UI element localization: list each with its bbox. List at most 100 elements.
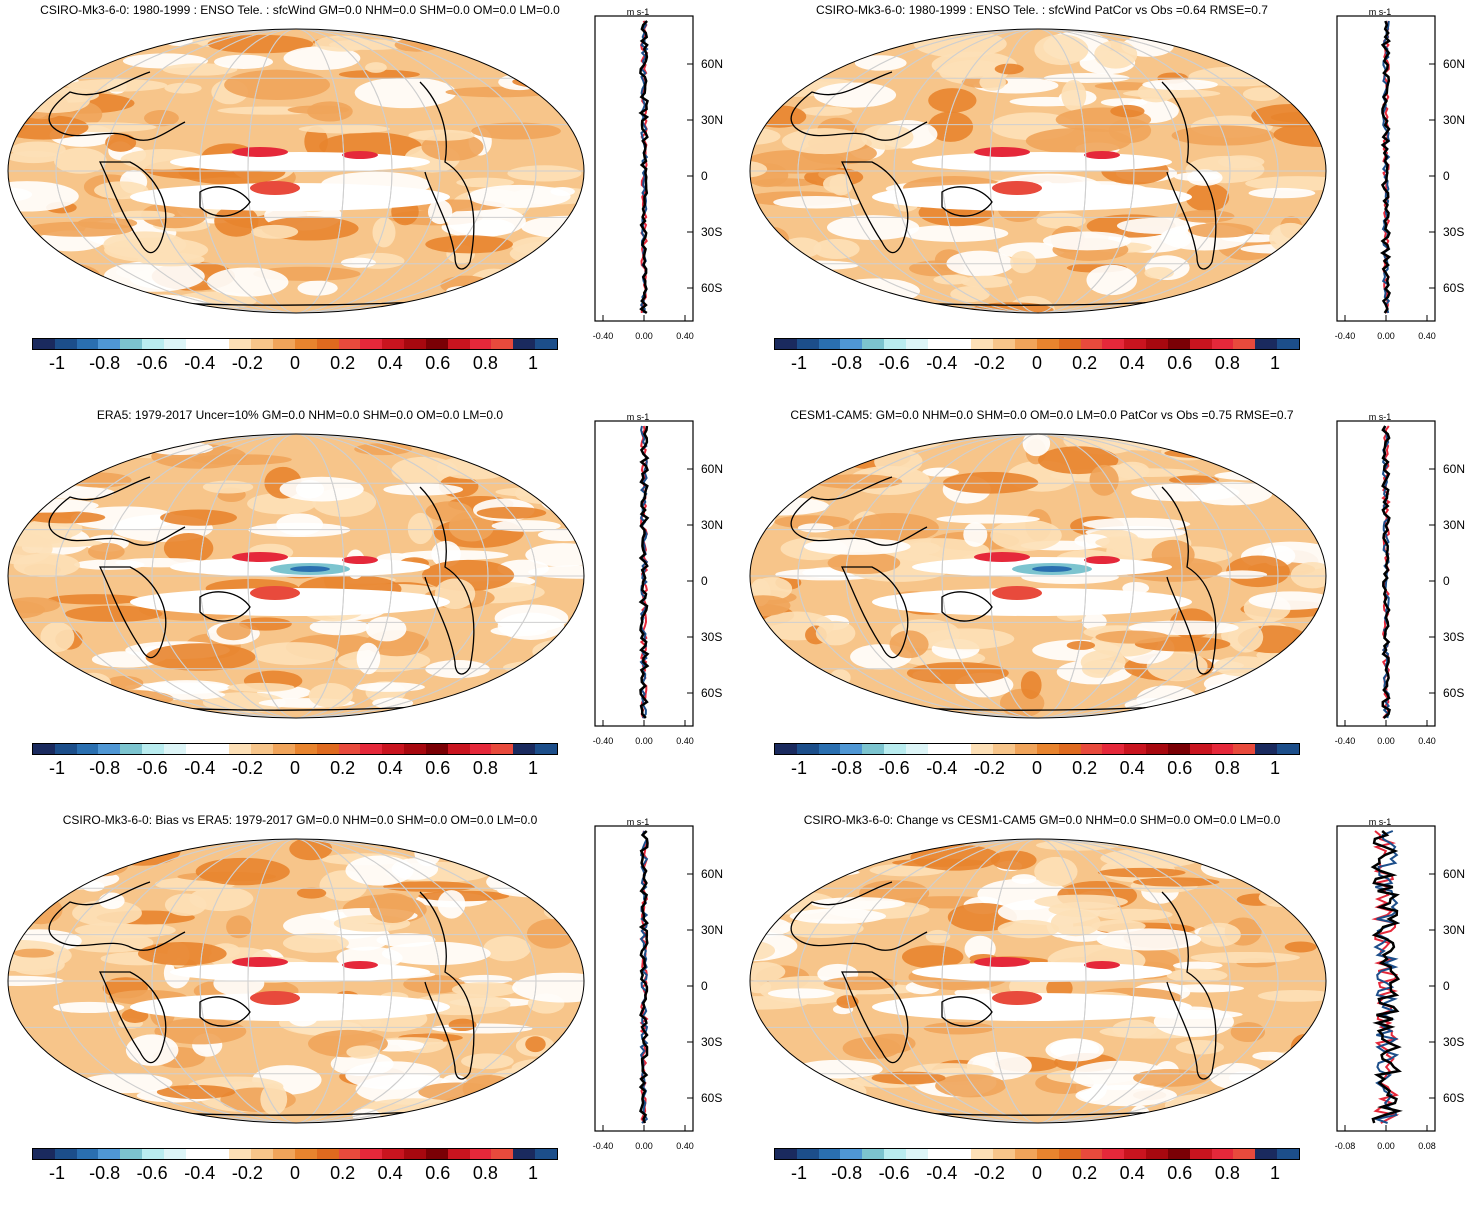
colorbar-swatch xyxy=(251,744,274,754)
latitude-tick-label: 0 xyxy=(1443,979,1450,993)
latitude-tick-label: 60S xyxy=(1443,1091,1464,1105)
colorbar-swatch xyxy=(1146,744,1168,754)
zonal-mean-plot: m s-1 60N 30N 0 30S 60S -0.08 0.00 0.08 xyxy=(1335,818,1465,1151)
colorbar-swatch xyxy=(1233,339,1256,349)
colorbar-swatch xyxy=(294,744,317,754)
colorbar-swatch xyxy=(207,339,230,349)
colorbar-swatch xyxy=(54,339,77,349)
colorbar-swatch xyxy=(163,339,186,349)
x-tick-label: -0.40 xyxy=(1335,331,1356,341)
colorbar-swatch xyxy=(1124,744,1147,754)
colorbar-swatch xyxy=(535,339,557,349)
x-tick-label: 0.00 xyxy=(1377,331,1395,341)
colorbar-swatch xyxy=(1167,744,1190,754)
colorbar-swatch xyxy=(338,339,361,349)
colorbar-swatch xyxy=(796,744,819,754)
colorbar-label: 0.8 xyxy=(472,1163,498,1183)
colorbar-label: 0.2 xyxy=(330,1163,356,1183)
colorbar-swatch xyxy=(905,744,928,754)
colorbar-label: 0.6 xyxy=(1167,758,1193,778)
colorbar-swatch xyxy=(1080,744,1103,754)
colorbar-label: 1 xyxy=(527,758,539,778)
colorbar xyxy=(774,743,1300,755)
robinson-map xyxy=(7,28,585,314)
latitude-tick-label: 30S xyxy=(1443,1035,1464,1049)
latitude-tick-label: 30N xyxy=(701,518,723,532)
panel-3: ERA5: 1979-2017 Uncer=10% GM=0.0 NHM=0.0… xyxy=(0,405,742,810)
colorbar-swatch xyxy=(425,744,448,754)
colorbar-label: -0.4 xyxy=(184,758,216,778)
colorbar-swatch xyxy=(447,339,470,349)
colorbar-swatch xyxy=(338,1149,361,1159)
colorbar-label: 0.2 xyxy=(1072,353,1098,373)
colorbar-label: -0.4 xyxy=(926,1163,958,1183)
panel-title: CSIRO-Mk3-6-0: 1980-1999 : ENSO Tele. : … xyxy=(816,3,1268,17)
x-tick-label: -0.40 xyxy=(593,331,614,341)
colorbar-swatch xyxy=(993,1149,1016,1159)
colorbar-swatch xyxy=(927,339,950,349)
colorbar-swatch xyxy=(142,744,164,754)
panel-6: CSIRO-Mk3-6-0: Change vs CESM1-CAM5 GM=0… xyxy=(742,810,1484,1215)
colorbar-swatch xyxy=(404,744,426,754)
colorbar-swatch xyxy=(1015,1149,1037,1159)
colorbar-label: 0 xyxy=(1031,758,1043,778)
colorbar-label: -0.8 xyxy=(831,1163,863,1183)
x-tick-label: 0.00 xyxy=(1377,736,1395,746)
colorbar-swatch xyxy=(294,1149,317,1159)
colorbar-swatch xyxy=(491,1149,514,1159)
colorbar-swatch xyxy=(884,744,906,754)
x-tick-label: 0.40 xyxy=(1418,331,1436,341)
colorbar-label: 0 xyxy=(289,758,301,778)
colorbar-label: -0.6 xyxy=(878,758,910,778)
colorbar-swatch xyxy=(818,1149,841,1159)
colorbar xyxy=(32,743,558,755)
colorbar-swatch xyxy=(98,744,121,754)
colorbar-label: -0.6 xyxy=(878,1163,910,1183)
zonal-mean-plot: m s-1 60N 30N 0 30S 60S -0.40 0.00 0.40 xyxy=(593,818,723,1151)
colorbar-swatch xyxy=(971,744,994,754)
colorbar-swatch xyxy=(1036,744,1059,754)
colorbar xyxy=(32,1148,558,1160)
colorbar-swatch xyxy=(513,339,536,349)
colorbar-swatch xyxy=(905,339,928,349)
x-tick-label: 0.40 xyxy=(676,331,694,341)
colorbar-label: 1 xyxy=(1269,353,1281,373)
colorbar-swatch xyxy=(993,339,1016,349)
latitude-tick-label: 0 xyxy=(701,574,708,588)
colorbar-label: -0.2 xyxy=(231,353,263,373)
colorbar-swatch xyxy=(76,1149,99,1159)
colorbar-label: 0.4 xyxy=(377,353,403,373)
panel-4: CESM1-CAM5: GM=0.0 NHM=0.0 SHM=0.0 OM=0.… xyxy=(742,405,1484,810)
colorbar-swatch xyxy=(862,1149,885,1159)
colorbar-label: -0.4 xyxy=(184,1163,216,1183)
colorbar-swatch xyxy=(447,1149,470,1159)
colorbar-label: -1 xyxy=(790,758,808,778)
panel-1: CSIRO-Mk3-6-0: 1980-1999 : ENSO Tele. : … xyxy=(0,0,742,405)
colorbar-swatch xyxy=(1124,1149,1147,1159)
colorbar-swatch xyxy=(971,339,994,349)
colorbar-labels: -1 -0.8 -0.6 -0.4 -0.2 0 0.2 0.4 0.6 0.8 1 xyxy=(33,1163,557,1183)
colorbar-labels: -1 -0.8 -0.6 -0.4 -0.2 0 0.2 0.4 0.6 0.8 1 xyxy=(775,353,1299,373)
latitude-tick-label: 60N xyxy=(701,57,723,71)
colorbar-swatch xyxy=(360,744,383,754)
colorbar-label: 1 xyxy=(1269,1163,1281,1183)
colorbar-swatch xyxy=(469,744,492,754)
colorbar-swatch xyxy=(840,1149,863,1159)
latitude-tick-label: 30S xyxy=(701,225,722,239)
colorbar-swatch xyxy=(185,1149,208,1159)
colorbar-swatch xyxy=(1058,744,1081,754)
colorbar-swatch xyxy=(840,339,863,349)
colorbar-swatch xyxy=(425,1149,448,1159)
colorbar-swatch xyxy=(251,1149,274,1159)
colorbar-swatch xyxy=(884,339,906,349)
colorbar-label: -0.8 xyxy=(89,353,121,373)
colorbar-swatch xyxy=(884,1149,906,1159)
colorbar-swatch xyxy=(251,339,274,349)
colorbar-swatch xyxy=(1102,339,1125,349)
colorbar-swatch xyxy=(775,1149,797,1159)
colorbar-swatch xyxy=(338,744,361,754)
colorbar-label: -1 xyxy=(48,353,66,373)
colorbar-swatch xyxy=(840,744,863,754)
colorbar-swatch xyxy=(775,339,797,349)
colorbar-label: -0.8 xyxy=(831,353,863,373)
